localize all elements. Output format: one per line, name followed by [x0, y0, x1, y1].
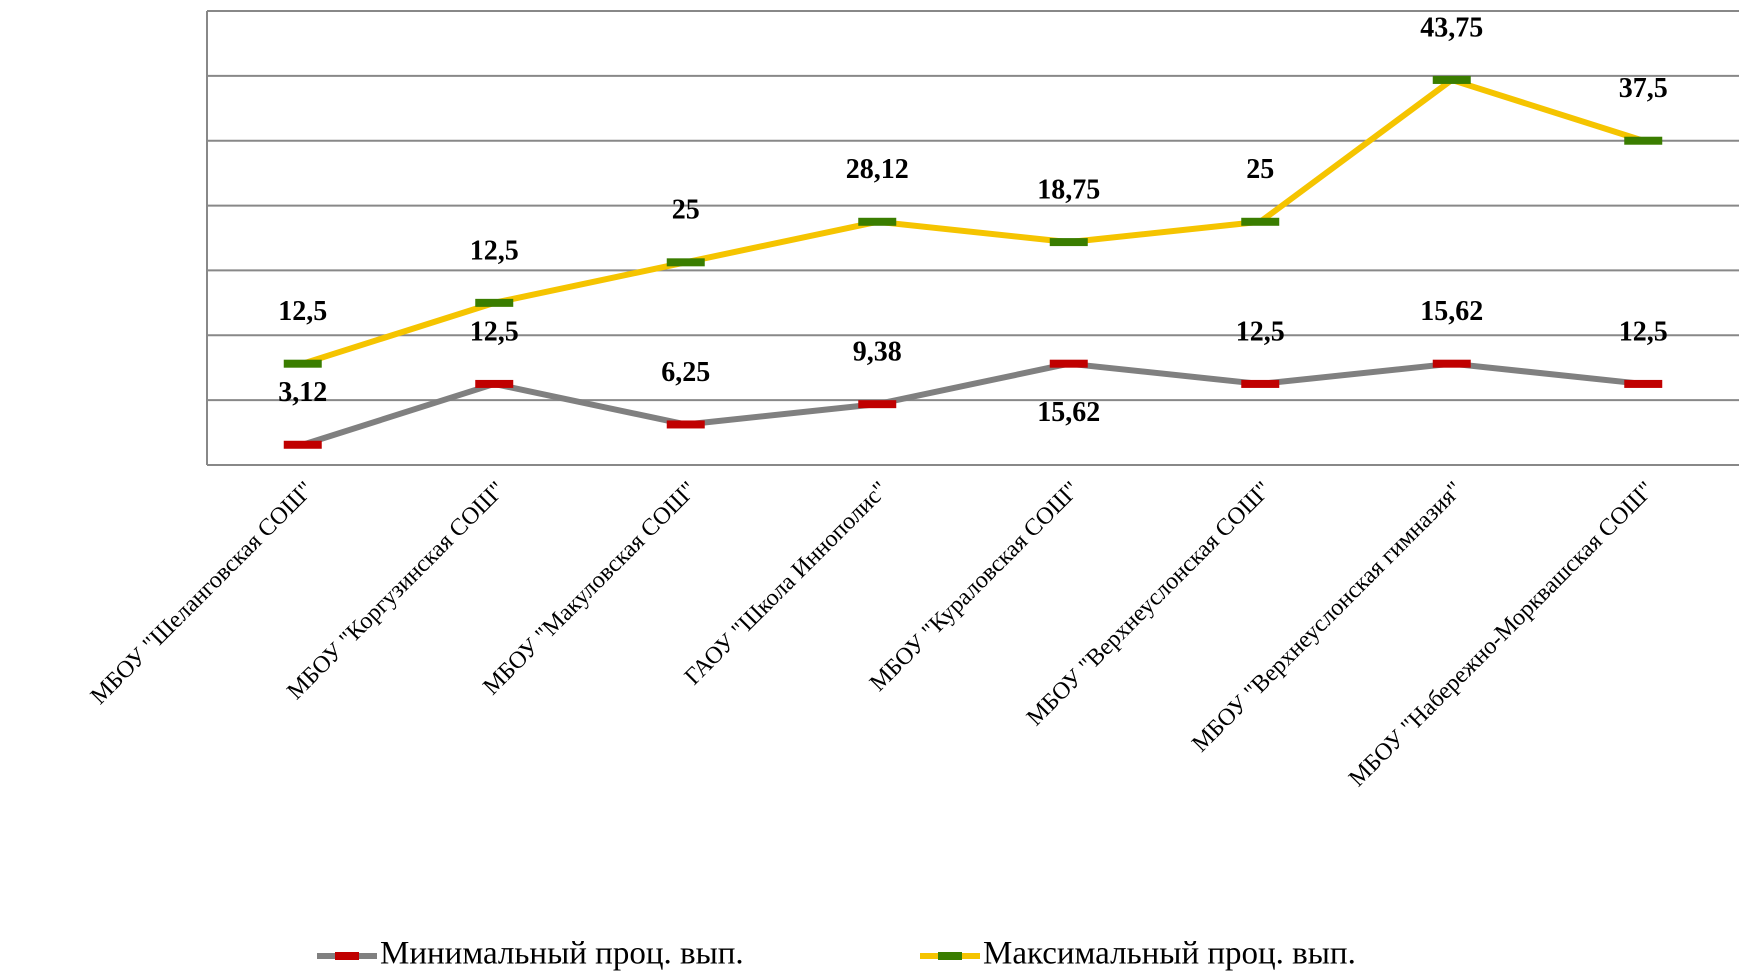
- marker: [1241, 217, 1280, 226]
- marker: [1624, 379, 1663, 388]
- marker: [1432, 75, 1471, 84]
- legend-item: Максимальный проц. вып.: [920, 936, 1356, 972]
- data-label: 43,75: [1420, 12, 1483, 43]
- legend-marker: [335, 952, 359, 960]
- series-line: [301, 360, 1644, 448]
- marker: [1241, 379, 1280, 388]
- data-label: 12,5: [1619, 316, 1668, 347]
- series-line: [301, 76, 1645, 367]
- data-label: 12,5: [470, 235, 519, 266]
- x-tick-label: МБОУ "Макуловская СОШ": [478, 477, 702, 701]
- marker: [1624, 136, 1663, 145]
- legend-label: Минимальный проц. вып.: [380, 936, 744, 972]
- data-label: 12,5: [470, 316, 519, 347]
- marker: [666, 420, 705, 429]
- x-tick-label: МБОУ "Кураловская СОШ": [865, 477, 1085, 697]
- data-label: 3,12: [278, 377, 327, 408]
- marker: [475, 298, 514, 307]
- data-label: 37,5: [1619, 73, 1668, 104]
- data-label: 28,12: [846, 154, 909, 185]
- legend-label: Максимальный проц. вып.: [983, 936, 1356, 972]
- data-label: 15,62: [1037, 397, 1100, 428]
- marker: [1049, 359, 1088, 368]
- marker: [475, 379, 514, 388]
- marker: [666, 258, 705, 267]
- x-tick-label: МБОУ "Набережно-Морквашская СОШ": [1344, 477, 1659, 792]
- marker: [1049, 238, 1088, 247]
- marker: [283, 359, 322, 368]
- data-label: 25: [1246, 154, 1274, 185]
- marker: [858, 400, 897, 409]
- data-label: 12,5: [1236, 316, 1285, 347]
- data-label: 6,25: [661, 357, 710, 388]
- x-tick-label: МБОУ "Коргузинская СОШ": [282, 477, 510, 705]
- x-tick-label: МБОУ "Шеланговская СОШ": [86, 477, 319, 710]
- marker: [283, 440, 322, 449]
- legend-item: Минимальный проц. вып.: [317, 936, 744, 972]
- marker: [858, 217, 897, 226]
- marker: [1432, 359, 1471, 368]
- data-label: 25: [672, 195, 700, 226]
- data-label: 12,5: [278, 296, 327, 327]
- data-label: 9,38: [853, 337, 902, 368]
- data-label: 18,75: [1037, 175, 1100, 206]
- x-tick-label: ГАОУ "Школа Иннополис": [680, 477, 894, 691]
- data-label: 15,62: [1420, 296, 1483, 327]
- legend-marker: [938, 952, 962, 960]
